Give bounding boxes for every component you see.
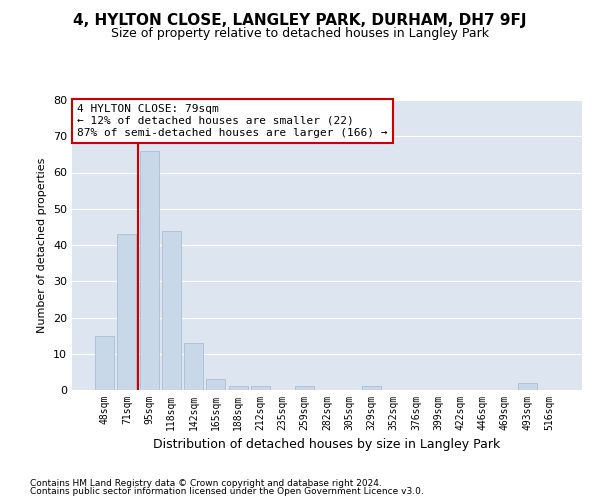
Bar xyxy=(518,383,536,390)
Bar xyxy=(162,230,181,390)
Bar xyxy=(118,234,136,390)
Text: 4, HYLTON CLOSE, LANGLEY PARK, DURHAM, DH7 9FJ: 4, HYLTON CLOSE, LANGLEY PARK, DURHAM, D… xyxy=(73,12,527,28)
Bar xyxy=(295,386,314,390)
Bar xyxy=(229,386,248,390)
Bar xyxy=(206,379,225,390)
Text: Contains public sector information licensed under the Open Government Licence v3: Contains public sector information licen… xyxy=(30,487,424,496)
Y-axis label: Number of detached properties: Number of detached properties xyxy=(37,158,47,332)
Text: 4 HYLTON CLOSE: 79sqm
← 12% of detached houses are smaller (22)
87% of semi-deta: 4 HYLTON CLOSE: 79sqm ← 12% of detached … xyxy=(77,104,388,138)
Bar xyxy=(184,343,203,390)
Bar xyxy=(95,336,114,390)
Bar xyxy=(140,151,158,390)
X-axis label: Distribution of detached houses by size in Langley Park: Distribution of detached houses by size … xyxy=(154,438,500,452)
Text: Contains HM Land Registry data © Crown copyright and database right 2024.: Contains HM Land Registry data © Crown c… xyxy=(30,478,382,488)
Text: Size of property relative to detached houses in Langley Park: Size of property relative to detached ho… xyxy=(111,28,489,40)
Bar xyxy=(251,386,270,390)
Bar xyxy=(362,386,381,390)
